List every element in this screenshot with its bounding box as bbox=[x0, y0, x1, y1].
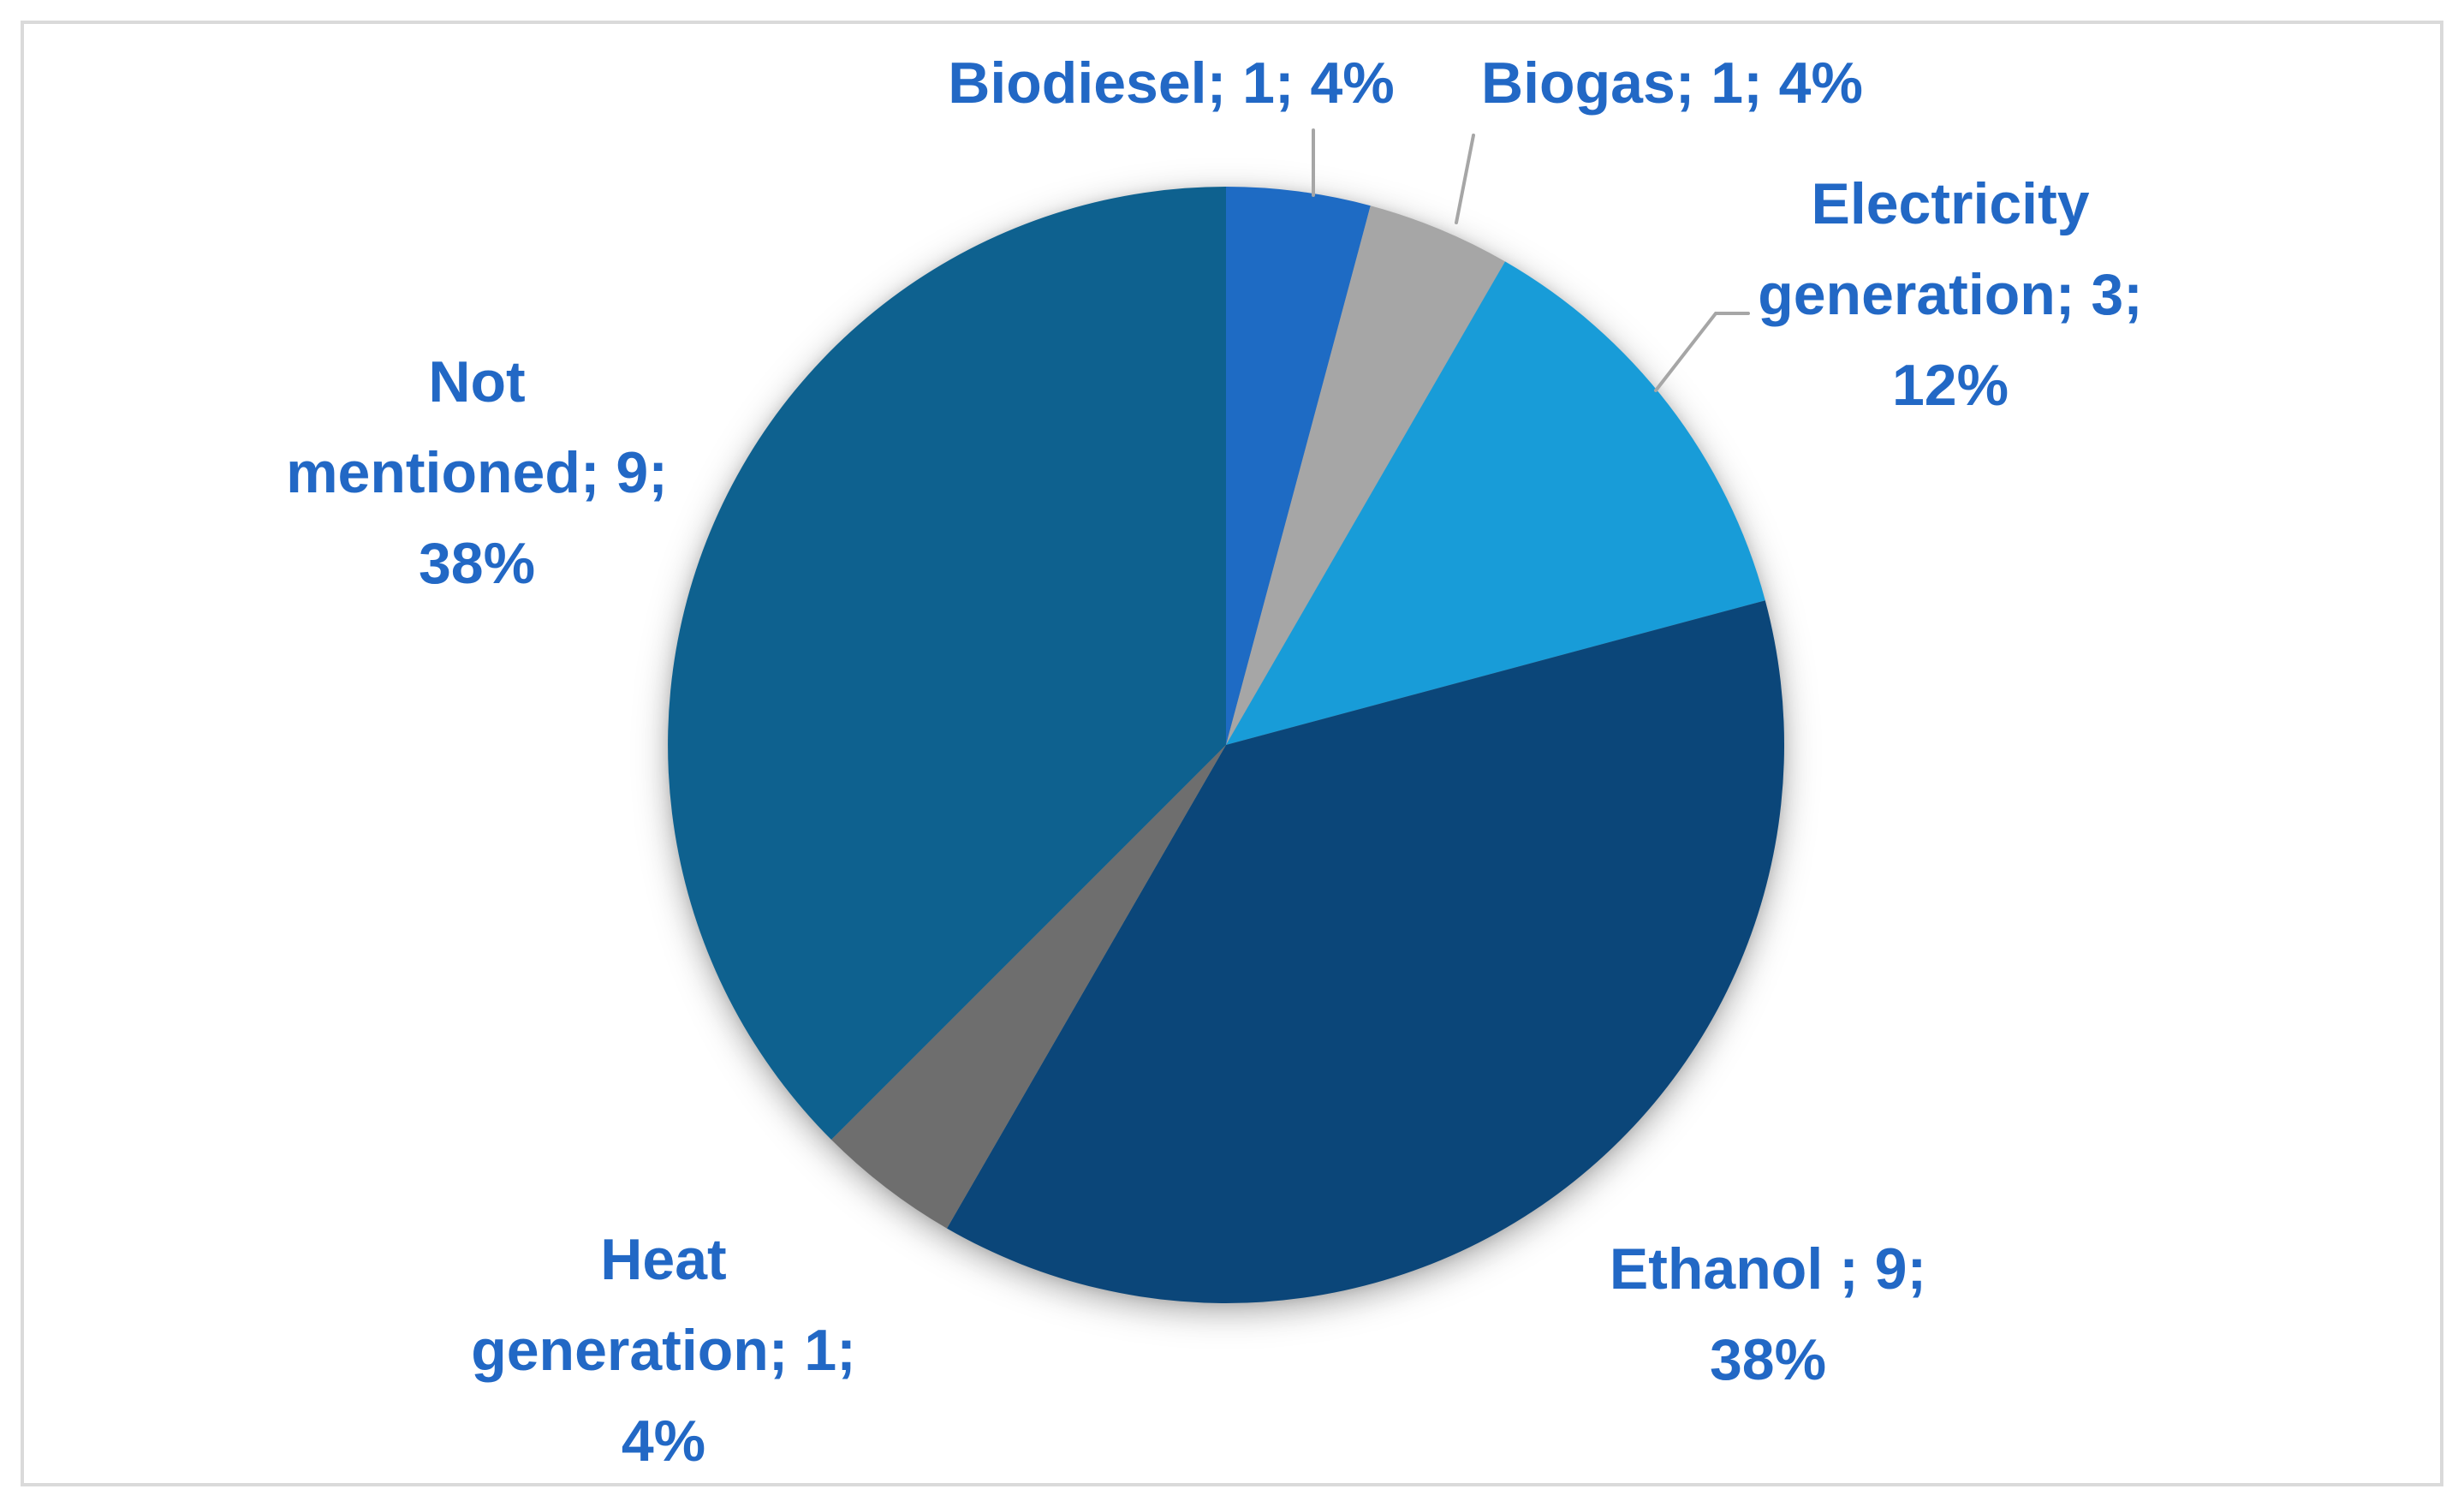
pie-slices bbox=[668, 186, 1785, 1303]
leader-lines bbox=[1312, 128, 1750, 392]
pie-slice-heat-generation bbox=[831, 745, 1226, 1229]
pie-slice-not-mentioned bbox=[668, 187, 1226, 1140]
pie-label-heat-generation: Heat generation; 1; 4% bbox=[471, 1227, 856, 1474]
pie-slice-electricity-generation bbox=[1226, 261, 1765, 745]
pie-label-biodiesel: Biodiesel; 1; 4% bbox=[948, 51, 1395, 116]
pie-label-electricity-generation: Electricity generation; 3; 12% bbox=[1758, 171, 2143, 418]
leader-line-electricity-generation bbox=[1654, 312, 1750, 392]
pie-slice-biodiesel bbox=[1226, 186, 1371, 745]
pie-label-biogas: Biogas; 1; 4% bbox=[1481, 51, 1863, 116]
pie-label-not-mentioned: Not mentioned; 9; 38% bbox=[286, 349, 668, 596]
pie-slice-biogas bbox=[1226, 206, 1505, 745]
leader-line-biogas bbox=[1455, 134, 1475, 224]
pie-slice-ethanol bbox=[947, 600, 1785, 1303]
pie-label-ethanol: Ethanol ; 9; 38% bbox=[1609, 1236, 1927, 1392]
